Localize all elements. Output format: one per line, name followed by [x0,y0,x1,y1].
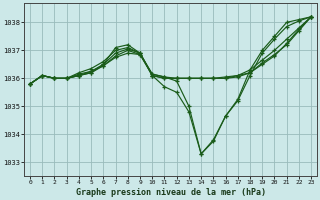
X-axis label: Graphe pression niveau de la mer (hPa): Graphe pression niveau de la mer (hPa) [76,188,266,197]
